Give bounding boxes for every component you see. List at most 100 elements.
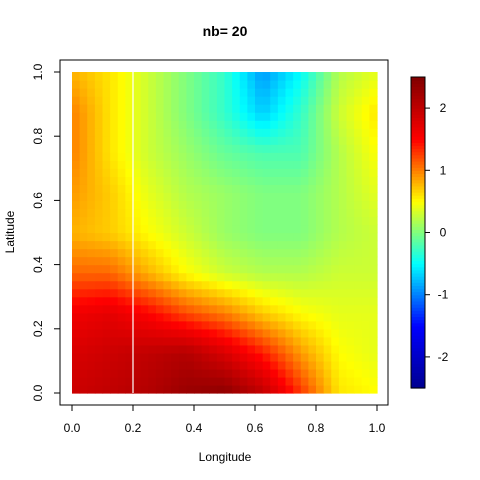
heatmap-cell [354, 80, 363, 89]
heatmap-cell [247, 128, 256, 137]
heatmap-cell [216, 208, 226, 218]
x-axis-label: Longitude [199, 450, 252, 464]
heatmap-cell [87, 152, 96, 161]
heatmap-cell [133, 256, 142, 266]
heatmap-cell [232, 192, 241, 202]
heatmap-cell [239, 144, 248, 153]
heatmap-cell [338, 296, 348, 306]
heatmap-cell [346, 264, 355, 274]
heatmap-cell [277, 208, 287, 218]
heatmap-cell [87, 200, 96, 210]
heatmap-cell [338, 256, 348, 266]
heatmap-cell [163, 384, 172, 394]
heatmap-cell [117, 192, 126, 202]
heatmap-cell [323, 80, 332, 89]
colorbar-segment [411, 223, 425, 227]
heatmap-cell [155, 256, 165, 266]
colorbar-tick-label: 0 [440, 226, 447, 240]
heatmap-cell [338, 136, 348, 145]
heatmap-cell [171, 272, 180, 282]
heatmap-cell [209, 280, 218, 290]
heatmap-cell [308, 384, 317, 394]
heatmap-cell [216, 168, 226, 177]
heatmap-cell [110, 176, 119, 185]
heatmap-cell [361, 152, 370, 161]
heatmap-cell [270, 152, 279, 161]
heatmap-cell [331, 368, 340, 378]
heatmap-cell [239, 376, 248, 386]
heatmap-cell [346, 232, 355, 242]
heatmap-cell [94, 312, 104, 322]
heatmap-cell [140, 208, 149, 218]
heatmap-cell [102, 136, 111, 145]
heatmap-cell [346, 240, 355, 250]
heatmap-cell [277, 216, 287, 226]
heatmap-cell [239, 224, 248, 234]
heatmap-cell [338, 312, 348, 322]
heatmap-cell [277, 200, 287, 210]
heatmap-cell [239, 152, 248, 161]
heatmap-cell [323, 112, 332, 121]
heatmap-cell [293, 296, 302, 306]
heatmap-cell [247, 136, 256, 145]
heatmap-cell [148, 216, 157, 226]
heatmap-cell [361, 192, 370, 202]
heatmap-cell [94, 288, 104, 298]
y-tick-label: 0.4 [31, 256, 45, 273]
heatmap-cell [323, 344, 332, 354]
heatmap-cell [209, 176, 218, 185]
heatmap-cell [262, 280, 271, 290]
heatmap-cell [293, 352, 302, 362]
colorbar-segment [411, 313, 425, 318]
heatmap-cell [102, 280, 111, 290]
heatmap-cell [110, 152, 119, 161]
heatmap-cell [155, 360, 165, 370]
heatmap-cell [300, 224, 309, 234]
heatmap-cell [346, 120, 355, 129]
heatmap-cell [155, 272, 165, 282]
heatmap-cell [232, 112, 241, 121]
heatmap-cell [171, 136, 180, 145]
heatmap-cell [346, 344, 355, 354]
colorbar-segment [411, 316, 425, 321]
heatmap-cell [125, 304, 134, 314]
heatmap-cell [262, 192, 271, 202]
heatmap-cell [369, 176, 378, 185]
heatmap-cell [110, 264, 119, 274]
heatmap-cell [255, 312, 264, 322]
heatmap-cell [300, 376, 309, 386]
heatmap-cell [300, 184, 309, 193]
heatmap-cell [361, 272, 370, 282]
heatmap-cell [331, 288, 340, 298]
x-tick-label: 0.8 [308, 421, 325, 435]
heatmap-cell [163, 368, 172, 378]
heatmap-cell [346, 216, 355, 226]
colorbar-segment [411, 185, 425, 190]
heatmap-cell [155, 224, 165, 234]
heatmap-cell [369, 112, 378, 121]
heatmap-cell [255, 104, 264, 113]
heatmap-cell [209, 72, 218, 81]
heatmap-cell [285, 208, 294, 218]
heatmap-cell [232, 368, 241, 378]
heatmap-cell [72, 88, 81, 97]
heatmap-cell [277, 336, 287, 346]
heatmap-cell [186, 320, 195, 330]
heatmap-cell [323, 288, 332, 298]
heatmap-cell [316, 272, 325, 282]
heatmap-cell [94, 136, 104, 145]
heatmap-cell [361, 112, 370, 121]
heatmap-cell [316, 384, 325, 394]
heatmap-cell [186, 264, 195, 274]
heatmap-cell [354, 72, 363, 81]
heatmap-cell [293, 336, 302, 346]
heatmap-cell [125, 168, 134, 177]
heatmap-cell [155, 296, 165, 306]
heatmap-cell [346, 136, 355, 145]
colorbar-segment [411, 269, 425, 274]
heatmap-cell [163, 104, 172, 113]
heatmap-cell [224, 272, 233, 282]
heatmap-cell [125, 312, 134, 322]
colorbar-segment [411, 89, 425, 94]
heatmap-cell [316, 80, 325, 89]
